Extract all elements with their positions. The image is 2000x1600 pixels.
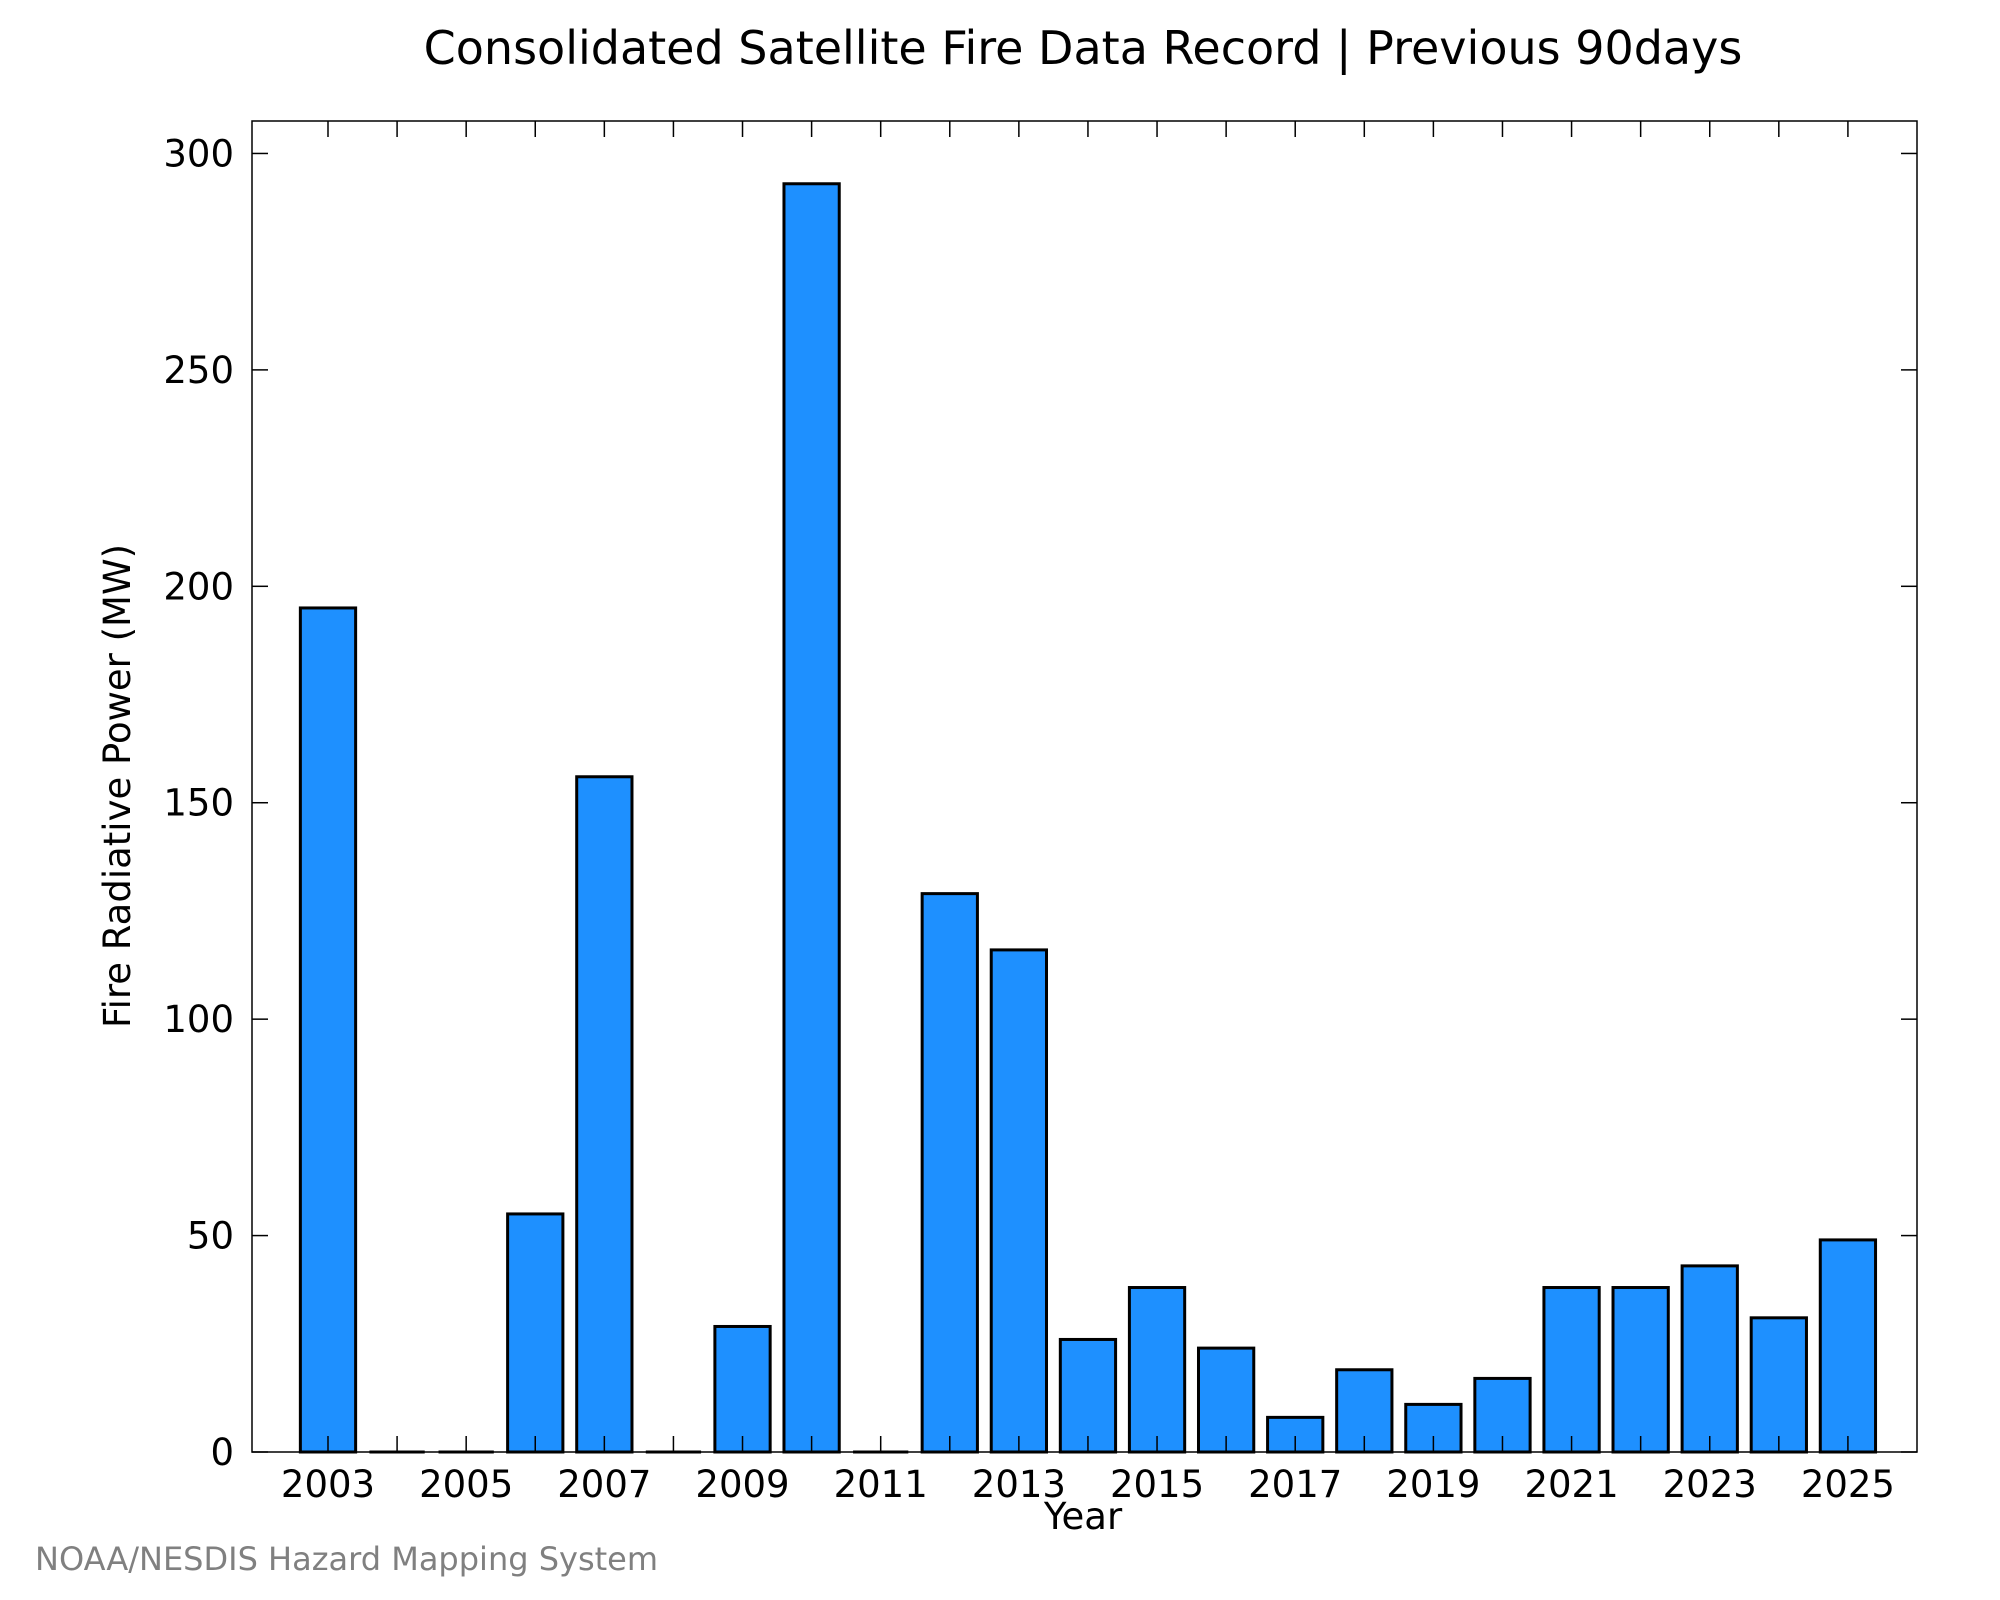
source-credit: NOAA/NESDIS Hazard Mapping System	[35, 1540, 658, 1578]
y-tick-label: 100	[163, 998, 234, 1041]
x-tick-label: 2021	[1524, 1463, 1618, 1506]
bar-2022	[1611, 1286, 1670, 1454]
y-tick-label: 250	[163, 349, 234, 392]
x-tick-labels: 2003 2005 2007 2009 2011 2013 2015 2017 2019 2021…	[281, 1463, 1895, 1506]
y-axis-label: Fire Radiative Power (MW)	[96, 544, 139, 1028]
y-tick-label: 300	[163, 132, 234, 175]
ticks-group	[252, 121, 1917, 1453]
bar-2014	[1058, 1337, 1118, 1454]
chart-title: Consolidated Satellite Fire Data Record …	[424, 21, 1743, 76]
y-tick-label: 200	[163, 565, 234, 608]
y-tick-label: 150	[163, 782, 234, 825]
x-tick-label: 2025	[1801, 1463, 1895, 1506]
x-tick-label: 2015	[1110, 1463, 1204, 1506]
x-tick-label: 2009	[695, 1463, 789, 1506]
x-tick-label: 2013	[972, 1463, 1066, 1506]
bar-2010	[782, 182, 841, 1454]
plot-area	[251, 120, 1918, 1454]
bar-2025	[1818, 1238, 1878, 1454]
x-tick-label: 2019	[1386, 1463, 1480, 1506]
bar-2015	[1127, 1286, 1187, 1454]
bar-2021	[1542, 1286, 1601, 1454]
bar-2012	[920, 892, 979, 1454]
bar-2023	[1680, 1264, 1739, 1454]
bar-2009	[713, 1324, 772, 1454]
x-tick-label: 2017	[1248, 1463, 1342, 1506]
x-tick-label: 2003	[281, 1463, 375, 1506]
y-tick-label: 50	[187, 1215, 234, 1258]
bars-group	[298, 182, 1878, 1454]
bar-2016	[1196, 1346, 1256, 1454]
x-tick-label: 2007	[557, 1463, 651, 1506]
x-tick-label: 2005	[419, 1463, 513, 1506]
bar-2013	[989, 948, 1049, 1454]
x-tick-label: 2023	[1663, 1463, 1757, 1506]
plot-frame	[251, 120, 1918, 1453]
bar-2003	[298, 606, 358, 1454]
x-axis-label: Year	[1043, 1495, 1123, 1538]
bar-2024	[1749, 1316, 1808, 1454]
y-tick-label: 0	[210, 1431, 234, 1474]
bar-2007	[575, 775, 634, 1454]
y-tick-labels: 0 50 100 150 200 250 300	[163, 132, 234, 1474]
bar-2006	[506, 1212, 565, 1454]
x-tick-label: 2011	[834, 1463, 928, 1506]
